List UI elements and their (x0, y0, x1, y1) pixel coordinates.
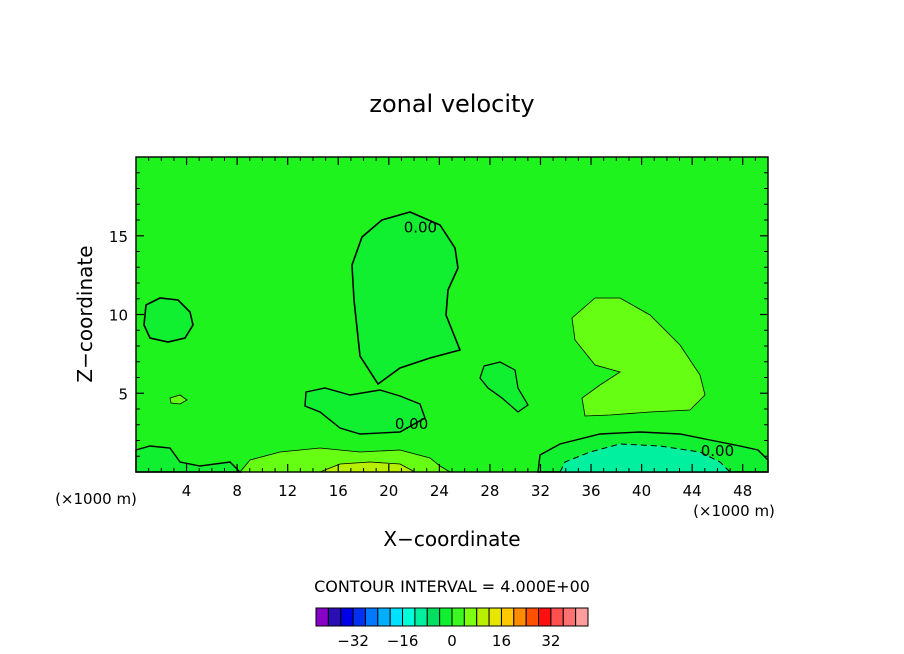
colorbar-swatch (364, 607, 379, 627)
colorbar-swatch (513, 607, 527, 627)
colorbar-swatch (538, 607, 552, 627)
x-axis-label: X−coordinate (383, 527, 520, 551)
x-tick-label: 40 (632, 482, 651, 500)
contour-labels: 0.00 0.00 0.00 (395, 218, 734, 460)
y-tick-label: 15 (109, 228, 128, 246)
colorbar-swatch (340, 607, 354, 627)
colorbar-swatch (500, 607, 515, 627)
left-negative-region (143, 297, 194, 343)
upper-negative-region (351, 211, 462, 386)
x-tick-label: 44 (683, 482, 702, 500)
x-unit-right: (×1000 m) (693, 502, 775, 520)
colorbar-swatch (377, 607, 391, 627)
contour-label: 0.00 (395, 415, 428, 433)
x-tick-label: 8 (232, 482, 242, 500)
colorbar-swatch (426, 607, 441, 627)
x-tick-label: 48 (733, 482, 752, 500)
colorbar-swatch (402, 607, 416, 627)
colorbar-swatch (562, 607, 577, 627)
y-axis-label: Z−coordinate (73, 245, 97, 382)
colorbar-tick-label: 0 (447, 632, 457, 650)
x-tick-label: 32 (531, 482, 550, 500)
colorbar-swatch (488, 607, 502, 627)
colorbar-tick-label: −16 (387, 632, 419, 650)
colorbar-swatch (389, 607, 404, 627)
contour-interval-label: CONTOUR INTERVAL = 4.000E+00 (314, 577, 590, 596)
y-tick-label: 5 (118, 385, 128, 403)
colorbar-swatch (451, 607, 465, 627)
contour-label: 0.00 (404, 218, 437, 236)
colorbar-tick-label: −32 (337, 632, 369, 650)
x-tick-label: 36 (581, 482, 600, 500)
colorbar: −32 −16 0 16 32 (315, 607, 589, 650)
colorbar-swatch (463, 607, 478, 627)
small-positive-patch (169, 394, 188, 405)
chart-title: zonal velocity (369, 90, 534, 118)
colorbar-swatch (476, 607, 490, 627)
y-tick-label: 10 (109, 307, 128, 325)
x-tick-label: 28 (480, 482, 499, 500)
right-positive-region (571, 297, 706, 417)
axis-ticks (136, 157, 768, 472)
colorbar-tick-label: 16 (492, 632, 511, 650)
small-negative-region (479, 361, 529, 413)
background-field (136, 157, 768, 472)
colorbar-swatch (525, 607, 540, 627)
lower-negative-region (304, 387, 426, 435)
x-tick-label: 24 (430, 482, 449, 500)
x-tick-label: 4 (182, 482, 192, 500)
contour-label: 0.00 (701, 442, 734, 460)
colorbar-swatch (327, 607, 342, 627)
x-unit-left: (×1000 m) (55, 490, 137, 508)
colorbar-swatch (414, 607, 428, 627)
colorbar-tick-label: 32 (541, 632, 560, 650)
x-tick-label: 16 (329, 482, 348, 500)
plot-area: 0.00 0.00 0.00 (135, 156, 769, 473)
colorbar-swatch (575, 607, 589, 627)
x-tick-label: 12 (278, 482, 297, 500)
colorbar-swatch (315, 607, 329, 627)
colorbar-swatch (352, 607, 366, 627)
x-tick-label: 20 (379, 482, 398, 500)
colorbar-swatch (439, 607, 453, 627)
contour-fills (135, 211, 769, 473)
bottom-right-deep-region (559, 443, 732, 473)
colorbar-swatch (550, 607, 564, 627)
